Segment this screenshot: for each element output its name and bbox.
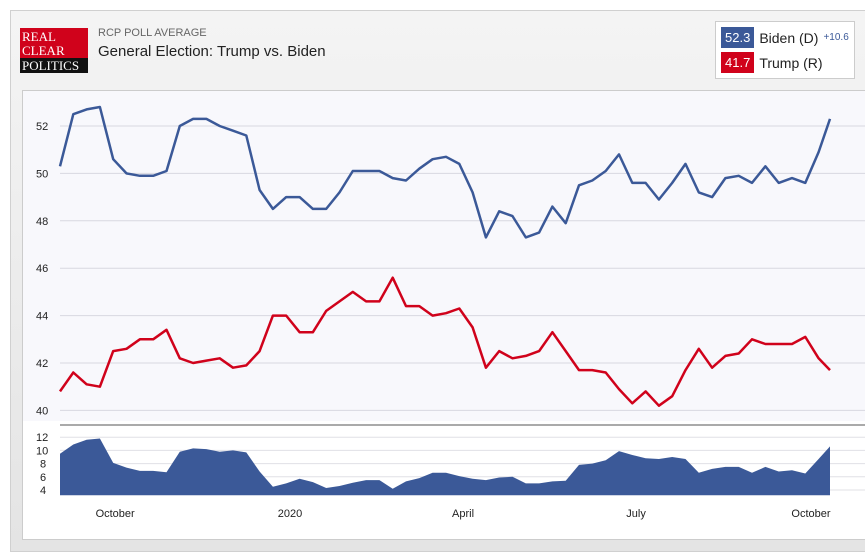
x-tick-label: July [626,508,646,520]
spread-tick-label: 8 [40,459,46,471]
chart-subtitle: RCP POLL AVERAGE [98,27,207,39]
rcp-logo: REAL CLEAR POLITICS [20,28,88,73]
x-tick-label: 2020 [278,508,302,520]
trump-value: 41.7 [721,52,755,73]
y-tick-label: 42 [36,358,48,370]
spread-area [60,438,830,496]
y-tick-label: 44 [36,311,48,323]
spread-tick-label: 12 [36,432,48,444]
y-tick-label: 50 [36,168,48,180]
y-tick-label: 46 [36,263,48,275]
y-tick-label: 48 [36,216,48,228]
spread-tick-label: 4 [40,485,46,497]
svg-text:POLITICS: POLITICS [22,58,79,73]
biden-line [58,105,832,239]
y-tick-label: 52 [36,121,48,133]
x-tick-label: April [452,508,474,520]
legend: 52.3 Biden (D) +10.6 41.7 Trump (R) [715,21,855,79]
trump-line [58,276,831,407]
svg-text:REAL: REAL [22,29,56,44]
svg-text:CLEAR: CLEAR [22,43,65,58]
spread-tick-label: 6 [40,472,46,484]
biden-value: 52.3 [721,27,755,48]
x-tick-label: October [96,508,135,520]
chart-title: General Election: Trump vs. Biden [98,43,326,60]
biden-spread: +10.6 [823,32,849,43]
biden-label: Biden (D) [759,29,819,46]
spread-tick-label: 10 [36,445,48,457]
legend-trump: 41.7 Trump (R) [721,52,823,73]
x-tick-label: October [791,508,830,520]
trump-label: Trump (R) [759,54,823,71]
legend-biden: 52.3 Biden (D) +10.6 [721,27,849,48]
plot-background [23,91,865,421]
y-tick-label: 40 [36,405,48,417]
